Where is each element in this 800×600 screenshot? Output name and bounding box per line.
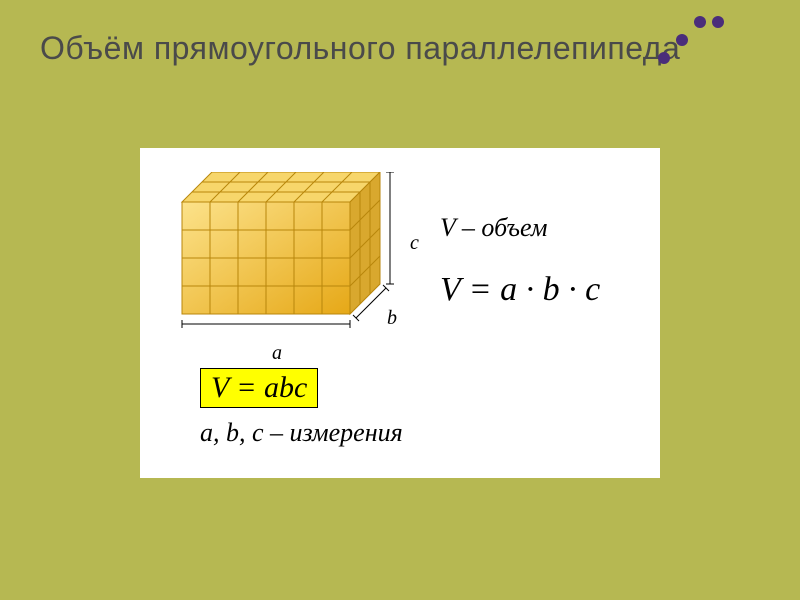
formula-block-right: V – объем V = a · b · c xyxy=(440,213,600,309)
main-formula: V = a · b · c xyxy=(440,271,600,309)
volume-label: V – объем xyxy=(440,213,600,243)
cube-diagram: a b c xyxy=(172,172,432,372)
label-c: c xyxy=(410,232,419,255)
slide-background: Объём прямоугольного параллелепипеда a b… xyxy=(0,0,800,600)
formula-block-bottom: V = abc a, b, c – измерения xyxy=(200,368,403,448)
label-b: b xyxy=(387,307,397,330)
slide-title: Объём прямоугольного параллелепипеда xyxy=(40,30,680,67)
label-a: a xyxy=(272,342,282,365)
corner-dots xyxy=(652,10,782,100)
measurements-text: a, b, c – измерения xyxy=(200,418,403,448)
content-box: a b c V – объем V = a · b · c V = abc a,… xyxy=(140,148,660,478)
highlighted-formula: V = abc xyxy=(200,368,318,408)
